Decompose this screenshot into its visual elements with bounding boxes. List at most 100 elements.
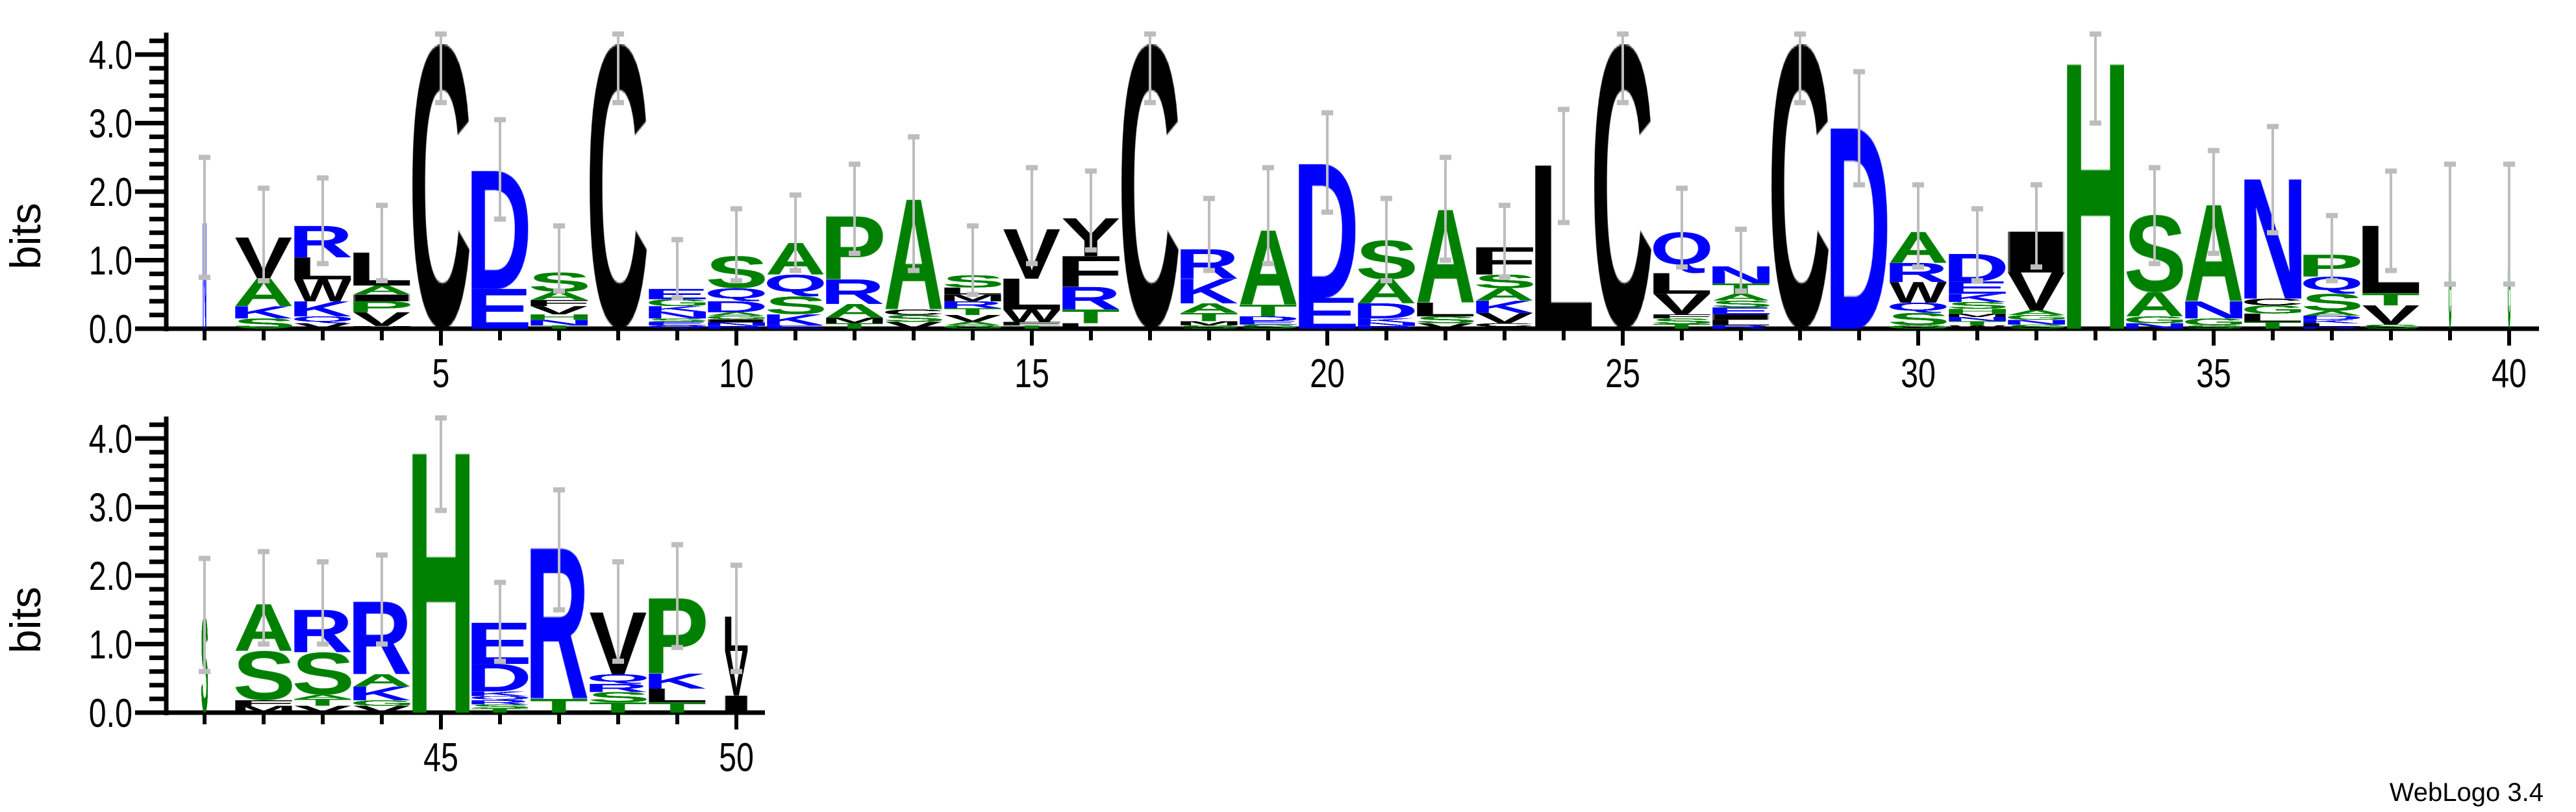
logo-letter-A [1358,279,1415,303]
logo-column-13 [885,134,942,329]
logo-letter-E [471,288,529,329]
logo-letter-I [353,294,410,301]
logo-letter-T [294,698,351,706]
logo-letter-S [590,692,647,703]
logo-letter-W [1890,282,1947,303]
logo-column-48 [590,559,647,713]
logo-column-31 [1949,206,2006,329]
x-tick-label: 50 [719,735,754,780]
error-bar [199,555,210,674]
logo-column-50 [725,563,748,713]
logo-letter-W [294,279,351,301]
logo-letter-T [1181,312,1238,322]
logo-letter-S [649,318,706,322]
logo-column-4 [353,203,410,329]
logo-letter-R [708,325,765,329]
x-tick-label: 30 [1901,351,1936,396]
error-bar [1440,155,1451,263]
logo-letter-S [235,651,292,701]
logo-column-16 [1062,168,1119,329]
logo-column-3 [294,175,351,329]
error-bar [376,203,388,284]
logo-letter-I [725,695,748,713]
logo-letter-D [471,664,529,692]
logo-letter-A [708,312,765,316]
logo-letter-A [1712,294,1769,301]
y-tick-label: 2.0 [89,170,132,214]
logo-letter-R [1712,325,1769,329]
logo-letter-F [1003,322,1060,325]
y-axis-label: bits [1,203,49,270]
error-bar [1499,203,1510,280]
logo-letter-S [2303,294,2360,311]
logo-letter-T [1062,309,1119,324]
logo-letter-R [826,279,883,305]
logo-column-27 [1712,227,1769,329]
logo-letter-Q [471,696,529,701]
logo-column-8 [590,31,647,329]
logo-column-29 [1831,69,1888,329]
error-bar [2385,168,2397,273]
logo-letter-T [1949,321,2006,325]
logo-letter-S [1417,316,1474,324]
logo-column-1 [199,155,210,329]
error-bar [1381,196,1392,284]
error-bar [1085,168,1097,253]
logo-letter-A [826,304,883,318]
logo-letter-G [708,315,765,320]
logo-letter-T [590,702,647,713]
error-bar [671,542,683,650]
logo-letter-A [531,292,588,300]
error-bar [1794,31,1806,105]
x-tick-label: 20 [1310,351,1345,396]
logo-letter-S [1712,300,1769,308]
logo-letter-D [708,301,765,312]
logo-letter-M [826,318,883,324]
logo-letter-P [353,301,410,312]
logo-letter-S [471,704,529,709]
logo-column-6 [471,117,529,329]
y-tick-label: 3.0 [89,485,132,530]
logo-column-41 [199,555,210,713]
y-tick-label: 1.0 [89,622,132,667]
logo-letter-Q [1890,302,1947,313]
logo-letter-S [1181,325,1238,329]
logo-letter-K [767,314,824,325]
logo-letter-S [885,314,942,322]
logo-letter-T [531,325,588,329]
logo-letter-N [531,320,588,325]
logo-letter-I [708,319,765,323]
error-bar [317,175,329,266]
logo-column-33 [2067,31,2124,329]
error-bar [2149,165,2160,266]
y-tick-label: 2.0 [89,553,132,598]
logo-letter-L [2244,313,2301,322]
error-bar [1026,165,1038,266]
logo-row-2: 0.0 1.0 2.0 3.0 4.0 bits 45 50 [1,415,765,780]
logo-letter-L [1003,278,1060,310]
error-bar [1203,196,1215,273]
logo-letter-V [353,705,410,713]
logo-letter-C [2244,298,2301,306]
logo-letter-H [1949,309,2006,314]
logo-letter-K [2303,320,2360,324]
logo-letter-S [235,318,292,329]
logo-letter-L [1653,273,1710,294]
error-bar [2267,123,2279,236]
logo-letter-N [708,322,765,326]
logo-column-38 [2362,168,2420,329]
logo-column-14 [944,223,1001,329]
logo-column-23 [1476,203,1533,329]
logo-column-26 [1653,185,1710,329]
logo-letter-S [1653,318,1710,324]
logo-letter-A [2008,310,2065,315]
logo-letter-S [767,296,824,314]
logo-letter-T [2362,293,2420,306]
logo-letter-K [235,306,292,319]
error-bar [2031,182,2042,270]
logo-column-34 [2126,165,2183,329]
logo-letter-L [2303,323,2360,327]
logo-letter-R [1358,325,1415,329]
logo-letter-N [2008,320,2065,325]
error-bar [2503,161,2515,287]
